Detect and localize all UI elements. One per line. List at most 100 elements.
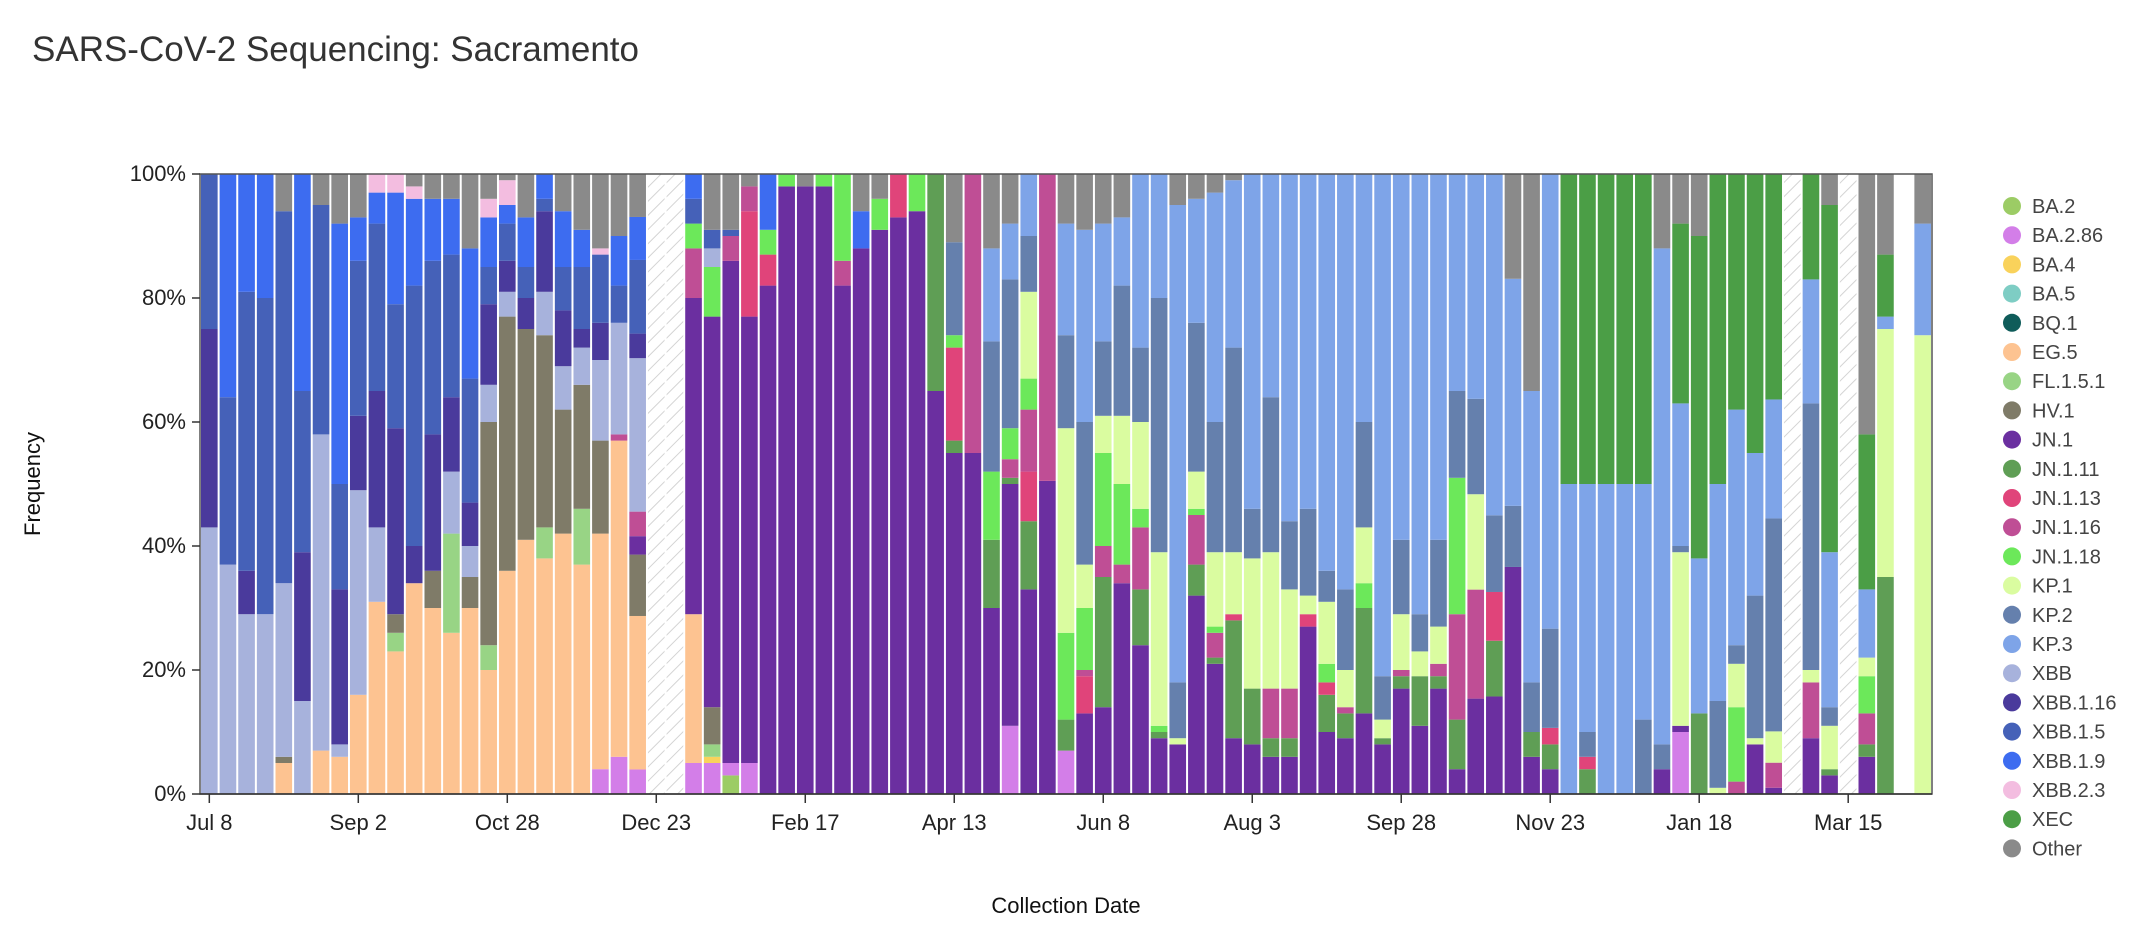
week-bar-33	[815, 174, 833, 794]
bar-segment-jn-1-11	[1281, 738, 1298, 757]
x-tick-label: Mar 15	[1814, 810, 1882, 835]
bar-segment-jn-1	[1206, 663, 1224, 794]
bar-segment-kp-3	[1337, 174, 1354, 590]
bar-segment-other	[1523, 174, 1540, 391]
bar-segment-kp-1	[1337, 670, 1354, 708]
bar-segment-jn-1-13	[741, 211, 758, 317]
bar-segment-jn-1	[1318, 732, 1336, 794]
bar-segment-ba-2-86	[1672, 732, 1689, 794]
bar-segment-hv-1	[573, 384, 591, 509]
bar-segment-jn-1	[1337, 738, 1354, 794]
bar-segment-other	[424, 174, 442, 199]
week-bar-27	[703, 174, 721, 794]
bar-segment-eg-5	[554, 533, 572, 794]
legend-item-xbb-1-5: XBB.1.5	[2003, 722, 2105, 744]
bar-segment-jn-1-13	[890, 174, 907, 218]
legend-swatch	[2003, 401, 2021, 420]
bar-segment-jn-1-11	[1057, 719, 1075, 751]
bar-segment-xbb	[219, 564, 237, 794]
legend-swatch	[2003, 839, 2021, 858]
bar-segment-xbb-1-16	[238, 570, 255, 615]
bar-segment-xbb-1-9	[517, 217, 535, 267]
bar-segment-jn-1	[983, 608, 1000, 794]
bar-segment-xec	[1765, 174, 1783, 400]
week-bar-8	[349, 174, 367, 794]
bar-segment-ba-2-86	[592, 769, 609, 794]
bar-segment-ba-2-86	[610, 756, 628, 794]
bar-segment-kp-2	[945, 242, 963, 336]
legend-swatch	[2003, 313, 2021, 332]
bar-segment-kp-3	[1355, 174, 1373, 422]
y-tick-label: 0%	[154, 781, 186, 806]
bar-segment-jn-1-18	[1448, 477, 1466, 615]
legend-swatch	[2003, 635, 2021, 653]
legend-item-jn-1-16: JN.1.16	[2003, 517, 2101, 539]
bar-segment-xbb-1-16	[443, 397, 460, 472]
bar-segment-kp-3	[1448, 174, 1466, 391]
bar-segment-kp-2	[1523, 682, 1540, 732]
bar-segment-kp-3	[1020, 174, 1038, 236]
bar-segment-jn-1	[759, 285, 777, 794]
no-data-week-25	[666, 174, 684, 794]
bar-segment-fl-1-5-1	[480, 645, 497, 670]
bar-segment-eg-5	[331, 756, 348, 794]
bar-segment-xbb	[275, 583, 293, 757]
bar-segment-xbb-1-9	[294, 174, 311, 391]
bar-segment-other	[1225, 174, 1242, 181]
bar-segment-xbb	[238, 614, 255, 794]
bar-segment-xbb-1-9	[554, 211, 572, 267]
bar-segment-hv-1	[517, 329, 535, 540]
bar-segment-xbb-1-9	[759, 174, 777, 230]
bar-segment-other	[480, 174, 497, 199]
bar-segment-xbb-1-5	[480, 267, 497, 305]
no-data-week-88	[1839, 174, 1857, 794]
bar-segment-kp-1	[1392, 614, 1410, 670]
legend-label: BQ.1	[2032, 313, 2078, 335]
bar-segment-eg-5	[349, 694, 367, 794]
bar-segment-xbb-1-9	[536, 174, 553, 199]
bar-segment-other	[1188, 174, 1205, 199]
bar-segment-jn-1-16	[1020, 409, 1038, 472]
bar-segment-kp-1	[1914, 335, 1931, 794]
bar-segment-xbb	[368, 527, 386, 602]
legend-item-hv-1: HV.1	[2003, 400, 2075, 422]
bar-segment-xbb-2-3	[592, 248, 609, 255]
bar-segment-fl-1-5-1	[573, 508, 591, 565]
bar-segment-jn-1-13	[759, 254, 777, 286]
bar-segment-jn-1	[1765, 787, 1783, 794]
legend-label: XEC	[2032, 809, 2073, 831]
bar-segment-hv-1	[275, 756, 293, 763]
bar-segment-jn-1-11	[1411, 676, 1429, 726]
legend-swatch	[2003, 664, 2021, 683]
x-tick-label: Jul 8	[186, 810, 232, 835]
week-bar-74	[1579, 174, 1596, 794]
bar-segment-kp-3	[1262, 174, 1280, 398]
bar-segment-jn-1	[852, 248, 870, 794]
bar-segment-kp-1	[1858, 657, 1876, 677]
bar-segment-jn-1	[1001, 484, 1019, 726]
bar-segment-kp-1	[1206, 552, 1224, 627]
bar-segment-jn-1-16	[1262, 688, 1280, 739]
bar-segment-fl-1-5-1	[536, 527, 553, 559]
bar-segment-kp-1	[1709, 787, 1727, 794]
bar-segment-kp-2	[1504, 505, 1522, 567]
bar-segment-jn-1-11	[1877, 577, 1894, 794]
bar-segment-kp-3	[1728, 409, 1745, 646]
bar-segment-kp-2	[1262, 397, 1280, 553]
bar-segment-jn-1-13	[1225, 614, 1242, 621]
bar-segment-jn-1-16	[722, 236, 740, 261]
bar-segment-jn-1	[796, 186, 814, 794]
bar-segment-fl-1-5-1	[387, 632, 404, 652]
bar-segment-jn-1-11	[1858, 744, 1876, 757]
bar-segment-jn-1-16	[1392, 670, 1410, 677]
bar-segment-eg-5	[573, 564, 591, 794]
bar-segment-hv-1	[480, 422, 497, 646]
bar-segment-xbb-1-9	[573, 229, 591, 267]
bar-segment-kp-1	[1821, 725, 1838, 770]
bar-segment-jn-1-18	[1858, 676, 1876, 714]
legend-label: BA.2.86	[2032, 225, 2103, 247]
bar-segment-jn-1-16	[1281, 688, 1298, 739]
bar-segment-jn-1-16	[1858, 713, 1876, 745]
bar-segment-kp-3	[1057, 223, 1075, 336]
x-tick-label: Sep 28	[1366, 810, 1436, 835]
